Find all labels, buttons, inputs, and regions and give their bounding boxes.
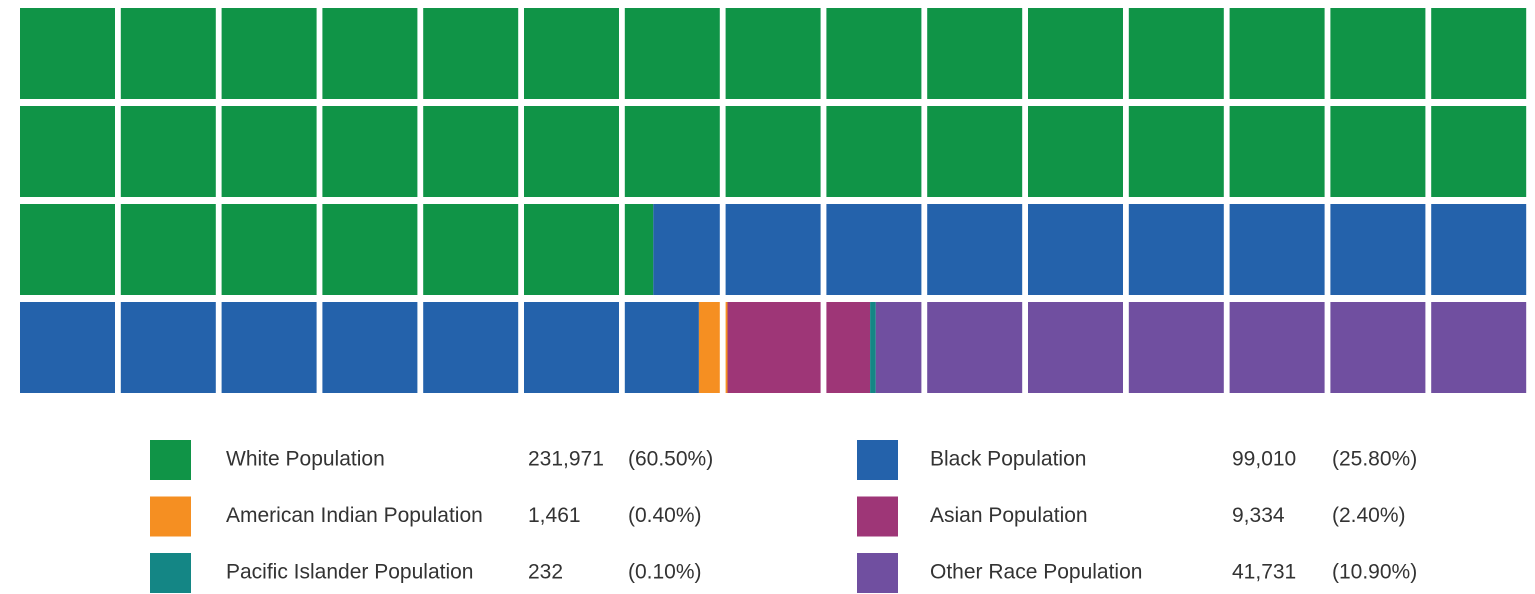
legend-label: American Indian Population xyxy=(226,504,483,527)
waffle-cell xyxy=(826,106,922,197)
waffle-cell xyxy=(20,8,115,99)
waffle-cell xyxy=(322,204,418,295)
legend-percent: (60.50%) xyxy=(628,448,713,471)
waffle-cell xyxy=(1229,106,1325,197)
waffle-cell xyxy=(1431,106,1527,197)
legend-percent: (10.90%) xyxy=(1332,561,1417,584)
waffle-cell xyxy=(1431,8,1527,99)
legend-label: Other Race Population xyxy=(930,561,1142,584)
waffle-cell xyxy=(826,8,922,99)
waffle-cell xyxy=(624,204,654,295)
waffle-cell xyxy=(1128,302,1224,393)
waffle-cell xyxy=(423,106,519,197)
legend-percent: (2.40%) xyxy=(1332,504,1406,527)
legend-swatch xyxy=(857,496,898,537)
waffle-cell xyxy=(1229,302,1325,393)
waffle-cell xyxy=(725,204,821,295)
waffle-cell xyxy=(20,204,115,295)
waffle-cell xyxy=(322,302,418,393)
waffle-cell xyxy=(20,302,115,393)
waffle-cell xyxy=(1128,106,1224,197)
waffle-cell xyxy=(1330,8,1426,99)
waffle-cell xyxy=(423,204,519,295)
legend-value: 99,010 xyxy=(1232,448,1296,471)
legend-swatch xyxy=(150,496,191,537)
waffle-cell xyxy=(1330,204,1426,295)
waffle-cell xyxy=(1229,204,1325,295)
waffle-cell xyxy=(1028,8,1123,99)
legend-percent: (25.80%) xyxy=(1332,448,1417,471)
legend-percent: (0.10%) xyxy=(628,561,702,584)
legend-swatch xyxy=(150,553,191,593)
legend-value: 232 xyxy=(528,561,563,584)
legend-swatch xyxy=(150,440,191,480)
waffle-cell xyxy=(221,8,317,99)
waffle-cell xyxy=(221,106,317,197)
legend-label: Asian Population xyxy=(930,504,1088,527)
waffle-cell xyxy=(221,302,317,393)
waffle-cell xyxy=(322,106,418,197)
waffle-cell xyxy=(927,106,1023,197)
waffle-cell xyxy=(524,8,619,99)
waffle-cell xyxy=(927,204,1023,295)
waffle-cell xyxy=(524,302,619,393)
waffle-cell xyxy=(698,302,720,393)
waffle-cell xyxy=(1431,302,1527,393)
legend-value: 9,334 xyxy=(1232,504,1285,527)
waffle-cell xyxy=(423,8,519,99)
waffle-cell xyxy=(524,106,619,197)
waffle-cell xyxy=(927,8,1023,99)
legend-value: 231,971 xyxy=(528,448,604,471)
waffle-cell xyxy=(624,8,720,99)
legend-value: 1,461 xyxy=(528,504,581,527)
waffle-cell xyxy=(725,8,821,99)
legend-label: Black Population xyxy=(930,448,1086,471)
legend-value: 41,731 xyxy=(1232,561,1296,584)
waffle-cell xyxy=(1028,106,1123,197)
waffle-cell xyxy=(20,106,115,197)
waffle-cell xyxy=(826,302,871,393)
waffle-cell xyxy=(524,204,619,295)
waffle-cell xyxy=(725,106,821,197)
waffle-cell xyxy=(1128,8,1224,99)
waffle-cell xyxy=(653,204,720,295)
waffle-cell xyxy=(927,302,1023,393)
waffle-cell xyxy=(120,8,216,99)
legend-label: White Population xyxy=(226,448,385,471)
waffle-cell xyxy=(120,204,216,295)
waffle-cell xyxy=(1431,204,1527,295)
waffle-cell xyxy=(624,302,699,393)
waffle-cell xyxy=(826,204,922,295)
legend-swatch xyxy=(857,553,898,593)
waffle-cell xyxy=(423,302,519,393)
waffle-cell xyxy=(624,106,720,197)
waffle-cell xyxy=(1128,204,1224,295)
waffle-cell xyxy=(120,302,216,393)
waffle-cell xyxy=(870,302,876,393)
waffle-cell xyxy=(1229,8,1325,99)
waffle-cell xyxy=(1330,106,1426,197)
waffle-cell xyxy=(120,106,216,197)
waffle-cell xyxy=(1330,302,1426,393)
legend-percent: (0.40%) xyxy=(628,504,702,527)
waffle-cell xyxy=(727,302,821,393)
waffle-cell xyxy=(322,8,418,99)
waffle-cell xyxy=(1028,204,1123,295)
legend-label: Pacific Islander Population xyxy=(226,561,473,584)
waffle-cell xyxy=(1028,302,1123,393)
waffle-cell xyxy=(725,302,728,393)
legend-swatch xyxy=(857,440,898,480)
waffle-cell xyxy=(875,302,922,393)
waffle-cell xyxy=(221,204,317,295)
